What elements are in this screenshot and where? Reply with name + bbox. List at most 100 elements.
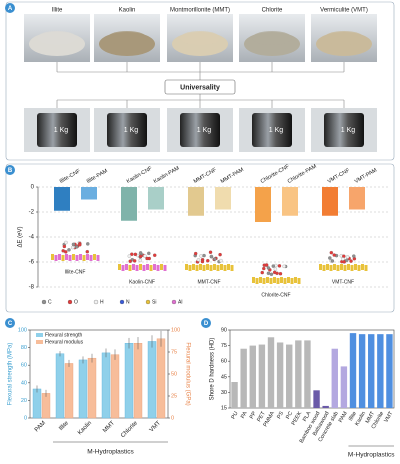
legend-label: Flexural strength xyxy=(45,332,82,338)
crystal-slab xyxy=(65,254,68,260)
molecule-atom xyxy=(138,258,142,263)
powder-top xyxy=(252,31,292,45)
connectors xyxy=(56,62,345,108)
crystal-slab xyxy=(322,265,326,271)
x-tick-label: Kaolin xyxy=(77,420,93,436)
weight-label: 1 Kg xyxy=(341,127,356,134)
molecule-atom xyxy=(264,263,269,267)
bar-label: Illite-CNF xyxy=(59,168,82,185)
molecule-atom xyxy=(200,259,205,264)
panel-badge xyxy=(5,165,15,175)
molecule-atom xyxy=(272,270,277,275)
x-tick-label: PA xyxy=(240,410,249,419)
crystal-slab xyxy=(227,264,230,270)
molecule-atom xyxy=(64,240,68,245)
y-axis-label: ΔE (eV) xyxy=(18,226,24,247)
molecule-atom xyxy=(85,249,89,254)
bar xyxy=(231,382,238,408)
crystal-slab xyxy=(294,277,297,283)
bar xyxy=(349,333,357,408)
crystal-slab xyxy=(192,264,195,270)
crystal-slab xyxy=(333,264,336,270)
bar xyxy=(282,187,298,216)
molecule-atom xyxy=(133,252,138,257)
x-tick-label: PLA xyxy=(302,410,313,422)
legend-label: Al xyxy=(178,299,182,305)
crystal-slab xyxy=(68,255,72,261)
y-tick-label: -2 xyxy=(29,210,35,216)
x-tick-label: PET xyxy=(256,410,267,423)
x-tick-label: Illite xyxy=(58,420,70,432)
x-tick-label: PC xyxy=(285,411,294,421)
y2-axis-label: Flexural modulus (GPa) xyxy=(184,342,190,405)
crystal-slab xyxy=(188,265,192,271)
molecule-atom xyxy=(71,242,76,247)
powder-top xyxy=(180,31,220,45)
molecule-atom xyxy=(278,271,283,276)
molecule-atom xyxy=(330,259,335,263)
crystal-slab xyxy=(276,278,280,284)
bar xyxy=(368,334,375,408)
x-tick-label: PAM xyxy=(338,410,349,423)
crystal-slab xyxy=(163,265,167,271)
molecule-atom xyxy=(138,254,143,259)
y-axis-label: Shore D hardness (HD) xyxy=(210,338,216,401)
panel-label: A xyxy=(8,6,13,12)
y-tick-label: 80 xyxy=(21,345,27,351)
crystal-slab xyxy=(54,255,58,261)
molecule-atom xyxy=(206,259,210,263)
crystal-slab xyxy=(357,265,361,271)
panel-label: D xyxy=(204,321,209,327)
bar-label: Illite-PAM xyxy=(86,168,109,185)
molecule-atom xyxy=(345,258,349,262)
legend-label: N xyxy=(126,299,130,305)
crystal-slab xyxy=(326,264,329,270)
molecule-atom xyxy=(138,251,143,255)
panel-badge xyxy=(5,318,15,328)
crystal-slab xyxy=(96,255,100,261)
bar xyxy=(276,342,284,408)
crystal-slab xyxy=(125,264,128,270)
molecule-atom xyxy=(143,254,147,258)
y-tick-label: 60 xyxy=(221,359,227,365)
bar xyxy=(54,187,70,211)
crystal-slab xyxy=(149,265,153,271)
molecule-atom xyxy=(62,244,67,249)
bar xyxy=(147,341,157,419)
legend-swatch xyxy=(171,299,177,305)
mineral-name: Kaolin xyxy=(119,8,136,14)
x-tick-label: PP xyxy=(249,410,258,420)
crystal-slab xyxy=(146,264,149,270)
molecule-atom xyxy=(74,245,79,249)
y-axis-label: Flexural strength (MPa) xyxy=(8,343,14,406)
y2-tick-label: 25 xyxy=(171,393,177,399)
bar xyxy=(358,334,366,408)
bar xyxy=(32,388,42,419)
molecule-atom xyxy=(271,264,275,268)
crystal-slab xyxy=(160,264,163,270)
bar-label: VMT-CNF xyxy=(327,167,352,185)
molecule-atom xyxy=(199,254,203,258)
molecule-atom xyxy=(262,266,266,271)
bar xyxy=(148,187,164,210)
group-label: M-Hydroplastics xyxy=(348,452,395,459)
group-label: M-Hydroplastics xyxy=(87,449,134,456)
crystal-slab xyxy=(347,264,350,270)
crystal-slab xyxy=(72,254,75,260)
molecule-atom xyxy=(269,272,274,277)
x-tick-label: Chlorite xyxy=(120,420,139,439)
molecule-atom xyxy=(282,264,286,269)
molecule-atom xyxy=(67,248,71,252)
structure-label: MMT-CNF xyxy=(197,279,220,285)
molecule-atom xyxy=(196,258,201,262)
panel-badge xyxy=(5,3,15,13)
structure-label: Illite-CNF xyxy=(65,269,86,275)
plot-frame xyxy=(229,329,395,409)
panel-b-frame xyxy=(5,163,395,313)
x-tick-label: PS xyxy=(276,410,285,420)
bar xyxy=(121,187,137,221)
y-tick-label: 100 xyxy=(18,327,27,333)
y-tick-label: -8 xyxy=(29,285,35,291)
legend-label: H xyxy=(100,299,104,305)
crystal-slab xyxy=(121,265,125,271)
